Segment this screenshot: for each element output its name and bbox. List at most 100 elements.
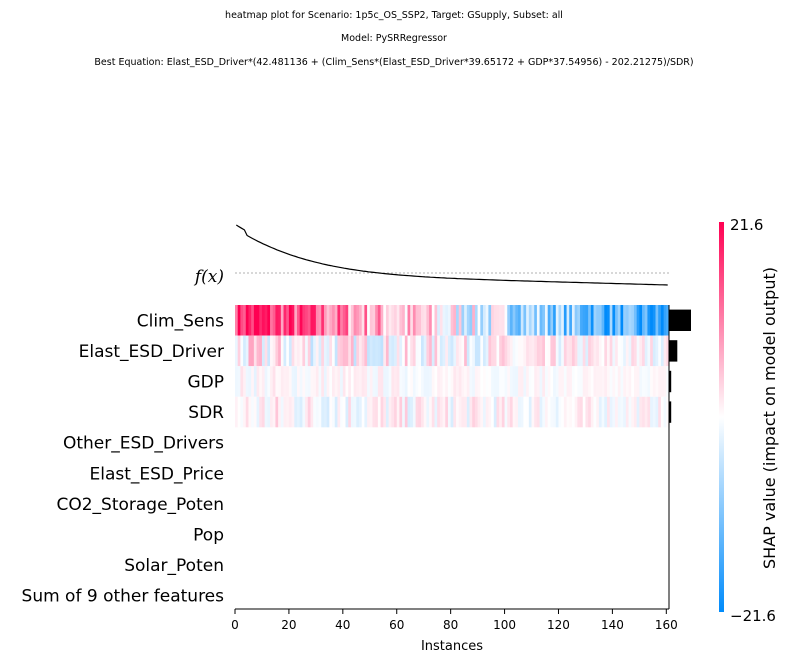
heatmap-cell [658,366,662,397]
x-axis-label: Instances [421,639,483,654]
heatmap-cell [396,305,400,336]
heatmap-cell [504,335,508,367]
heatmap-cell [407,427,411,458]
heatmap-cell [415,366,419,397]
heatmap-cell [396,366,400,397]
heatmap-cell [299,580,303,611]
heatmap-cell [396,335,400,367]
heatmap-cell [598,366,603,397]
heatmap-cell [442,335,446,367]
heatmap-cell [496,335,500,367]
heatmap-cell [512,519,516,550]
heatmap-cell [286,519,290,550]
heatmap-cell [426,519,430,550]
heatmap-cell [434,549,438,581]
heatmap-cell [302,305,306,336]
heatmap-cell [518,335,522,367]
heatmap-cell [474,549,479,581]
heatmap-cell [566,519,570,550]
heatmap-cell [604,305,608,336]
heatmap-cell [623,305,627,336]
heatmap-cell [615,396,619,428]
heatmap-cell [485,305,489,336]
heatmap-cell [310,549,314,581]
heatmap-cell [607,366,611,397]
heatmap-cell [399,366,403,397]
heatmap-cell [399,549,403,581]
heatmap-cell [361,488,365,520]
heatmap-cell [248,305,252,336]
heatmap-cell [429,396,433,428]
heatmap-cell [472,305,476,336]
heatmap-cell [410,549,414,581]
heatmap-cell [337,488,341,520]
heatmap-cell [264,335,268,367]
heatmap-cell [334,305,338,336]
heatmap-cell [356,519,360,550]
heatmap-cell [418,519,422,550]
heatmap-cell [350,488,355,520]
heatmap-cell [453,396,457,428]
heatmap-cell [663,458,667,489]
heatmap-cell [318,396,322,428]
heatmap-cell [596,335,600,367]
heatmap-cell [323,396,328,428]
heatmap-cell [353,580,357,611]
heatmap-cell [585,549,589,581]
heatmap-cell [445,519,449,550]
heatmap-cell [377,549,381,581]
heatmap-cell [313,427,317,458]
heatmap-cell [407,366,411,397]
heatmap-cell [321,396,325,428]
heatmap-cell [313,488,317,520]
heatmap-cell [550,488,554,520]
heatmap-cell [237,488,241,520]
heatmap-cell [396,549,400,581]
heatmap-cell [488,549,492,581]
heatmap-cell [288,427,293,458]
heatmap-cell [488,366,492,397]
heatmap-cell [294,305,298,336]
heatmap-cell [418,580,422,611]
heatmap-cell [499,458,503,489]
heatmap-cell [410,427,414,458]
heatmap-cell [391,580,395,611]
heatmap-cell [251,458,255,489]
heatmap-cell [545,519,549,550]
heatmap-cell [375,458,379,489]
heatmap-cell [515,488,519,520]
heatmap-cell [588,580,592,611]
heatmap-cell [458,366,462,397]
heatmap-cell [650,427,654,458]
heatmap-cell [633,396,638,428]
heatmap-cell [477,458,481,489]
heatmap-cell [542,580,546,611]
heatmap-cell [542,488,546,520]
heatmap-cell [407,305,411,336]
heatmap-cell [434,519,438,550]
heatmap-cell [345,488,349,520]
heatmap-cell [531,396,535,428]
heatmap-cell [593,519,597,550]
heatmap-cell [402,427,406,458]
heatmap-cell [639,488,643,520]
heatmap-cell [377,396,381,428]
heatmap-cell [334,366,338,397]
heatmap-cell [461,396,465,428]
heatmap-cell [550,366,554,397]
heatmap-cell [615,488,619,520]
heatmap-cell [507,366,511,397]
heatmap-cell [380,519,384,550]
heatmap-cell [536,427,541,458]
heatmap-cell [421,549,425,581]
heatmap-cell [380,396,384,428]
heatmap-cell [353,366,357,397]
heatmap-cell [528,549,532,581]
heatmap-cell [639,305,643,336]
heatmap-cell [474,580,479,611]
heatmap-cell [245,488,249,520]
heatmap-cell [461,488,465,520]
heatmap-cell [558,335,562,367]
heatmap-cell [609,549,613,581]
heatmap-cell [636,427,640,458]
